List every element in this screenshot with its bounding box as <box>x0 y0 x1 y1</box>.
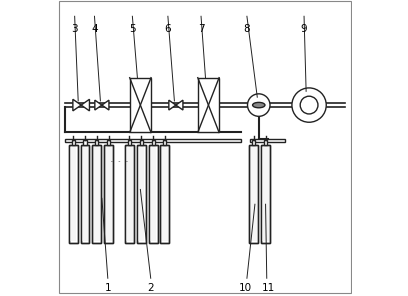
Polygon shape <box>81 99 89 111</box>
Polygon shape <box>169 100 176 110</box>
Bar <box>150 147 156 241</box>
Bar <box>137 145 146 243</box>
Bar <box>251 147 257 241</box>
Bar <box>69 145 78 243</box>
Text: 8: 8 <box>244 24 250 34</box>
Text: 9: 9 <box>301 24 307 34</box>
Text: 3: 3 <box>71 24 78 34</box>
Bar <box>163 140 166 145</box>
Text: 6: 6 <box>164 24 171 34</box>
Circle shape <box>300 96 318 114</box>
Bar <box>82 147 88 241</box>
Circle shape <box>248 94 270 116</box>
Bar <box>106 147 112 241</box>
Bar <box>130 78 151 133</box>
Ellipse shape <box>253 102 265 108</box>
Text: 10: 10 <box>239 283 252 293</box>
Text: - - -: - - - <box>110 159 129 164</box>
Bar <box>138 147 144 241</box>
Bar <box>252 140 255 145</box>
Bar <box>92 145 101 243</box>
Bar <box>198 78 219 133</box>
Circle shape <box>292 88 326 122</box>
Bar <box>80 145 89 243</box>
Bar <box>149 145 157 243</box>
Polygon shape <box>102 100 109 110</box>
Text: 5: 5 <box>129 24 136 34</box>
Bar <box>104 145 113 243</box>
Text: 7: 7 <box>198 24 204 34</box>
Text: 11: 11 <box>262 283 275 293</box>
Polygon shape <box>176 100 183 110</box>
Bar <box>65 139 241 142</box>
Bar <box>261 145 270 243</box>
Bar <box>126 147 133 241</box>
Bar <box>249 145 258 243</box>
Bar <box>151 140 155 145</box>
Text: 2: 2 <box>147 283 154 293</box>
Bar <box>84 140 86 145</box>
Bar <box>70 147 76 241</box>
Bar <box>140 140 143 145</box>
Bar <box>162 147 168 241</box>
Bar <box>69 145 78 243</box>
Bar <box>125 145 134 243</box>
Bar <box>72 140 75 145</box>
Bar <box>261 145 270 243</box>
Bar <box>125 145 134 243</box>
Bar <box>249 145 258 243</box>
Bar <box>137 145 146 243</box>
Bar <box>160 145 169 243</box>
Bar <box>262 147 269 241</box>
Text: 1: 1 <box>104 283 111 293</box>
Bar <box>128 140 131 145</box>
Text: 4: 4 <box>91 24 98 34</box>
Bar <box>149 145 157 243</box>
Bar <box>264 140 267 145</box>
Polygon shape <box>95 100 102 110</box>
Bar <box>94 147 100 241</box>
Bar <box>107 140 110 145</box>
Bar <box>95 140 98 145</box>
Bar <box>92 145 101 243</box>
Bar <box>250 139 286 142</box>
Bar <box>160 145 169 243</box>
Polygon shape <box>73 99 81 111</box>
Bar <box>80 145 89 243</box>
Bar <box>104 145 113 243</box>
